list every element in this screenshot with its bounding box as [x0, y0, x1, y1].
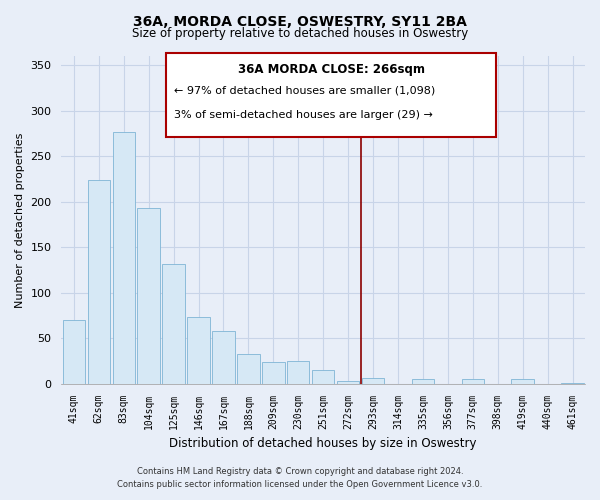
Text: Size of property relative to detached houses in Oswestry: Size of property relative to detached ho… [132, 28, 468, 40]
Bar [262, 362, 284, 384]
Text: 36A, MORDA CLOSE, OSWESTRY, SY11 2BA: 36A, MORDA CLOSE, OSWESTRY, SY11 2BA [133, 15, 467, 29]
Y-axis label: Number of detached properties: Number of detached properties [15, 132, 25, 308]
Bar [312, 370, 334, 384]
Text: 3% of semi-detached houses are larger (29) →: 3% of semi-detached houses are larger (2… [174, 110, 433, 120]
X-axis label: Distribution of detached houses by size in Oswestry: Distribution of detached houses by size … [169, 437, 477, 450]
FancyBboxPatch shape [166, 53, 496, 136]
Bar [237, 354, 260, 384]
Bar [62, 320, 85, 384]
Bar [287, 361, 310, 384]
Bar [337, 381, 359, 384]
Text: Contains HM Land Registry data © Crown copyright and database right 2024.
Contai: Contains HM Land Registry data © Crown c… [118, 467, 482, 489]
Bar [461, 379, 484, 384]
Bar [88, 180, 110, 384]
Text: 36A MORDA CLOSE: 266sqm: 36A MORDA CLOSE: 266sqm [238, 63, 425, 76]
Bar [412, 379, 434, 384]
Bar [163, 264, 185, 384]
Bar [511, 379, 534, 384]
Bar [212, 331, 235, 384]
Text: ← 97% of detached houses are smaller (1,098): ← 97% of detached houses are smaller (1,… [174, 86, 435, 96]
Bar [562, 383, 584, 384]
Bar [113, 132, 135, 384]
Bar [137, 208, 160, 384]
Bar [362, 378, 384, 384]
Bar [187, 318, 210, 384]
